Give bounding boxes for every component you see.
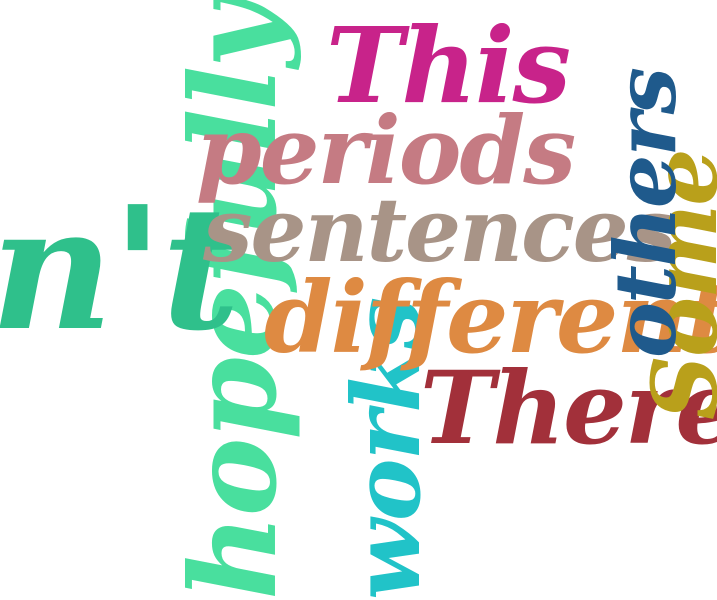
word-periods: periods xyxy=(196,96,576,206)
word-this: This xyxy=(326,4,571,127)
word-others: others xyxy=(596,69,695,358)
word-nt: n't xyxy=(0,169,240,369)
word-sentences: sentences xyxy=(203,178,676,282)
word-different: different xyxy=(264,261,717,376)
word-there: There xyxy=(420,349,717,467)
